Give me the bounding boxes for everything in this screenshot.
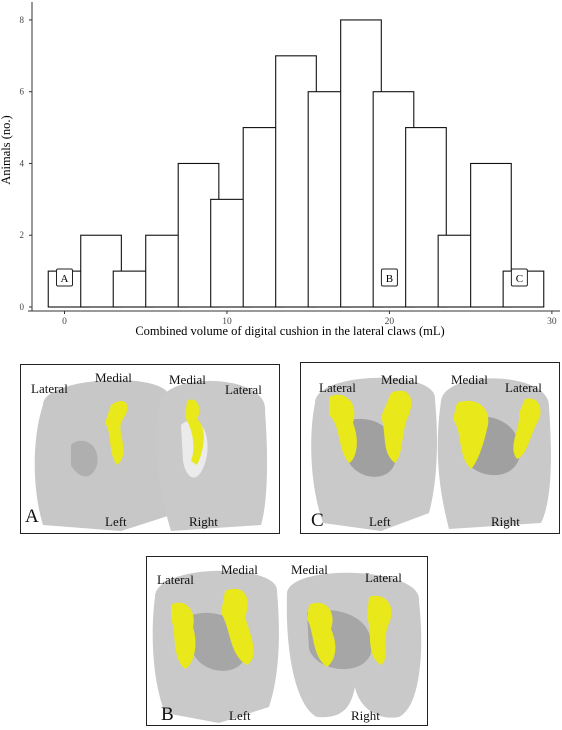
x-tick-label-30: 30 xyxy=(547,317,557,327)
label-right-medial: Medial xyxy=(291,562,328,577)
panel-letter-b: B xyxy=(161,704,174,725)
marker-box-a xyxy=(55,268,73,287)
cushion-right-medial xyxy=(185,399,204,465)
claw-render-c xyxy=(311,377,551,531)
label-right-lateral: Lateral xyxy=(225,382,262,397)
cushion-right-lateral xyxy=(367,595,392,665)
label-left-lateral: Lateral xyxy=(31,381,68,396)
marker-label-c: C xyxy=(516,273,523,285)
label-left-claw: Left xyxy=(369,514,391,529)
label-left-medial: Medial xyxy=(95,370,132,385)
label-left-lateral: Lateral xyxy=(319,380,356,395)
y-tick-label-6: 6 xyxy=(20,87,25,97)
marker-label-b: B xyxy=(386,273,393,285)
panel-letter-a: A xyxy=(25,506,39,527)
label-right-medial: Medial xyxy=(169,372,206,387)
x-tick-label-0: 0 xyxy=(62,317,67,327)
label-left-medial: Medial xyxy=(221,562,258,577)
label-right-medial: Medial xyxy=(451,372,488,387)
claw-render-b xyxy=(152,570,422,723)
claw-render-a xyxy=(34,380,268,531)
label-right-lateral: Lateral xyxy=(365,570,402,585)
right-claw-shape xyxy=(156,380,268,531)
x-tick-label-10: 10 xyxy=(222,317,232,327)
label-left-claw: Left xyxy=(105,514,127,529)
y-tick-label-2: 2 xyxy=(20,230,25,240)
cushion-left-lateral xyxy=(329,394,357,463)
marker-box-b xyxy=(380,268,398,287)
label-right-lateral: Lateral xyxy=(505,380,542,395)
y-tick-label-4: 4 xyxy=(20,158,25,168)
cushion-right-medial xyxy=(307,602,336,667)
label-right-claw: Right xyxy=(351,708,380,723)
y-tick-label-8: 8 xyxy=(20,15,25,25)
label-left-medial: Medial xyxy=(381,372,418,387)
x-axis-label: Combined volume of digital cushion in th… xyxy=(135,324,444,338)
x-tick-label-20: 20 xyxy=(385,317,395,327)
marker-box-c xyxy=(510,268,528,287)
label-left-lateral: Lateral xyxy=(157,572,194,587)
y-tick-label-0: 0 xyxy=(20,302,25,312)
panel-letter-c: C xyxy=(311,510,324,531)
cushion-left-medial xyxy=(221,588,254,665)
left-claw-shape xyxy=(34,380,171,531)
panel-b: Lateral Medial Medial Lateral Left Right… xyxy=(146,556,428,726)
y-axis-label: Animals (no.) xyxy=(0,115,13,184)
axes: 0 2 4 6 8 0 10 20 30 xyxy=(20,2,560,327)
range-markers: A B C xyxy=(55,268,528,287)
histogram-bars xyxy=(47,19,545,308)
cushion-right-lateral xyxy=(513,398,541,459)
panel-a: Lateral Medial Medial Lateral Left Right… xyxy=(20,364,280,534)
label-right-claw: Right xyxy=(491,514,520,529)
cushion-left-medial xyxy=(105,400,128,465)
cushion-left-lateral xyxy=(171,602,196,669)
label-left-claw: Left xyxy=(229,708,251,723)
histogram-chart: 0 2 4 6 8 0 10 20 30 A B C Combined volume of digi… xyxy=(0,2,560,338)
label-right-claw: Right xyxy=(189,514,218,529)
panel-c: Lateral Medial Medial Lateral Left Right… xyxy=(300,362,560,534)
marker-label-a: A xyxy=(61,273,69,285)
cushion-left-medial xyxy=(381,390,412,463)
cushion-right-medial xyxy=(453,400,489,469)
